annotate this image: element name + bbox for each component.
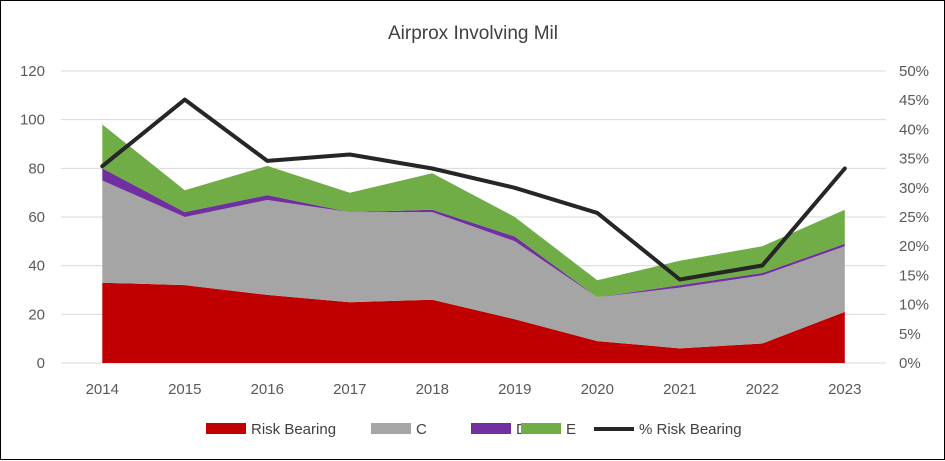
legend-label: % Risk Bearing bbox=[639, 421, 742, 438]
y-right-tick-label: 0% bbox=[899, 355, 921, 372]
y-right-tick-label: 50% bbox=[899, 63, 929, 80]
stacked-areas bbox=[102, 125, 845, 364]
y-right-tick-label: 20% bbox=[899, 238, 929, 255]
y-right-tick-label: 40% bbox=[899, 121, 929, 138]
left-axis-ticks: 0 20 40 60 80 100 120 bbox=[20, 63, 45, 372]
x-tick-label: 2015 bbox=[168, 381, 201, 398]
y-right-tick-label: 35% bbox=[899, 151, 929, 168]
legend-label: Risk Bearing bbox=[251, 421, 336, 438]
legend-label: C bbox=[416, 421, 427, 438]
y-right-tick-label: 10% bbox=[899, 297, 929, 314]
y-left-tick-label: 60 bbox=[28, 209, 45, 226]
x-tick-label: 2019 bbox=[498, 381, 531, 398]
legend-swatch bbox=[471, 423, 511, 434]
y-left-tick-label: 120 bbox=[20, 63, 45, 80]
right-axis-ticks: 0% 5% 10% 15% 20% 25% 30% 35% 40% 45% 50% bbox=[899, 63, 929, 372]
y-left-tick-label: 0 bbox=[37, 355, 45, 372]
chart-title: Airprox Involving Mil bbox=[388, 23, 558, 44]
legend-item: E bbox=[521, 421, 576, 438]
x-tick-label: 2021 bbox=[663, 381, 696, 398]
y-left-tick-label: 80 bbox=[28, 160, 45, 177]
x-tick-label: 2017 bbox=[333, 381, 366, 398]
legend-item: C bbox=[371, 421, 427, 438]
legend-item: D bbox=[471, 421, 527, 438]
y-right-tick-label: 15% bbox=[899, 267, 929, 284]
y-left-tick-label: 100 bbox=[20, 112, 45, 129]
y-right-tick-label: 45% bbox=[899, 92, 929, 109]
y-right-tick-label: 30% bbox=[899, 180, 929, 197]
legend-swatch bbox=[371, 423, 411, 434]
legend-label: E bbox=[566, 421, 576, 438]
x-tick-label: 2022 bbox=[746, 381, 779, 398]
legend-swatch bbox=[521, 423, 561, 434]
x-tick-label: 2018 bbox=[416, 381, 449, 398]
legend-swatch bbox=[206, 423, 246, 434]
y-right-tick-label: 25% bbox=[899, 209, 929, 226]
y-left-tick-label: 20 bbox=[28, 306, 45, 323]
y-right-tick-label: 5% bbox=[899, 326, 921, 343]
x-tick-label: 2016 bbox=[251, 381, 284, 398]
legend: Risk Bearing C D E % Risk Bearing bbox=[206, 421, 742, 438]
legend-item: Risk Bearing bbox=[206, 421, 336, 438]
x-tick-label: 2014 bbox=[86, 381, 119, 398]
x-tick-label: 2020 bbox=[581, 381, 614, 398]
x-tick-label: 2023 bbox=[828, 381, 861, 398]
y-left-tick-label: 40 bbox=[28, 258, 45, 275]
x-axis-ticks: 2014 2015 2016 2017 2018 2019 2020 2021 2022 2023 bbox=[86, 381, 862, 398]
legend-item: % Risk Bearing bbox=[594, 421, 742, 438]
